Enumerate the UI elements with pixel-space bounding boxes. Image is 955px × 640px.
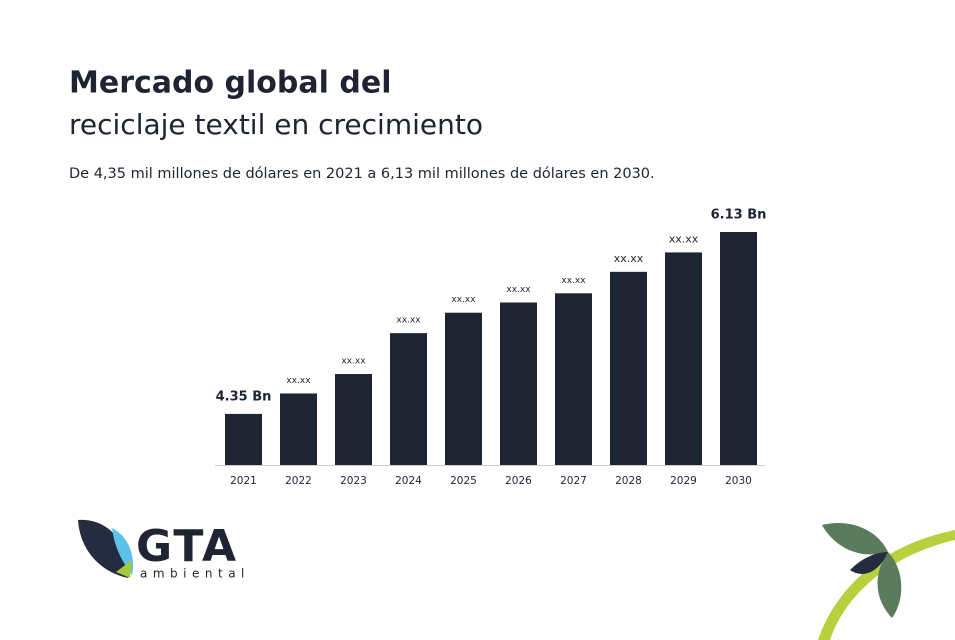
value-label: xx.xx xyxy=(286,376,311,386)
value-label: xx.xx xyxy=(341,357,366,367)
logo-name: GTA xyxy=(136,521,238,572)
x-tick-label: 2029 xyxy=(670,475,697,487)
subtitle: De 4,35 mil millones de dólares en 2021 … xyxy=(69,166,655,182)
value-label: xx.xx xyxy=(614,252,644,265)
bar xyxy=(555,293,592,465)
x-tick-label: 2024 xyxy=(395,475,422,487)
title: Mercado global del xyxy=(69,66,391,101)
arc xyxy=(818,530,955,640)
leaf xyxy=(877,552,902,618)
x-tick-label: 2026 xyxy=(505,475,532,487)
bar xyxy=(500,302,537,465)
bar xyxy=(335,374,372,465)
value-label: 6.13 Bn xyxy=(711,207,767,222)
title-line: reciclaje textil en crecimiento xyxy=(69,108,483,141)
logo-tagline: ambiental xyxy=(140,567,250,581)
x-tick-label: 2030 xyxy=(725,475,752,487)
bar xyxy=(720,231,757,465)
bar xyxy=(445,312,482,465)
logo: GTA ambiental xyxy=(78,519,250,581)
leaf xyxy=(850,552,888,574)
x-tick-label: 2027 xyxy=(560,475,587,487)
x-tick-label: 2021 xyxy=(230,475,257,487)
value-label: xx.xx xyxy=(396,316,421,326)
x-tick-label: 2025 xyxy=(450,475,477,487)
value-label: xx.xx xyxy=(451,295,476,305)
logo-leaf xyxy=(116,560,132,578)
bar xyxy=(280,393,317,465)
bar xyxy=(610,271,647,465)
leaf xyxy=(822,523,888,555)
bar xyxy=(665,252,702,465)
value-label: 4.35 Bn xyxy=(216,389,272,404)
value-label: xx.xx xyxy=(506,285,531,295)
decoration xyxy=(818,523,955,640)
x-tick-label: 2022 xyxy=(285,475,312,487)
value-label: xx.xx xyxy=(669,232,699,245)
x-tick-label: 2023 xyxy=(340,475,367,487)
logo-leaf xyxy=(78,519,129,578)
bar xyxy=(390,333,427,465)
bar xyxy=(225,413,262,465)
value-label: xx.xx xyxy=(561,276,586,286)
x-tick-label: 2028 xyxy=(615,475,642,487)
